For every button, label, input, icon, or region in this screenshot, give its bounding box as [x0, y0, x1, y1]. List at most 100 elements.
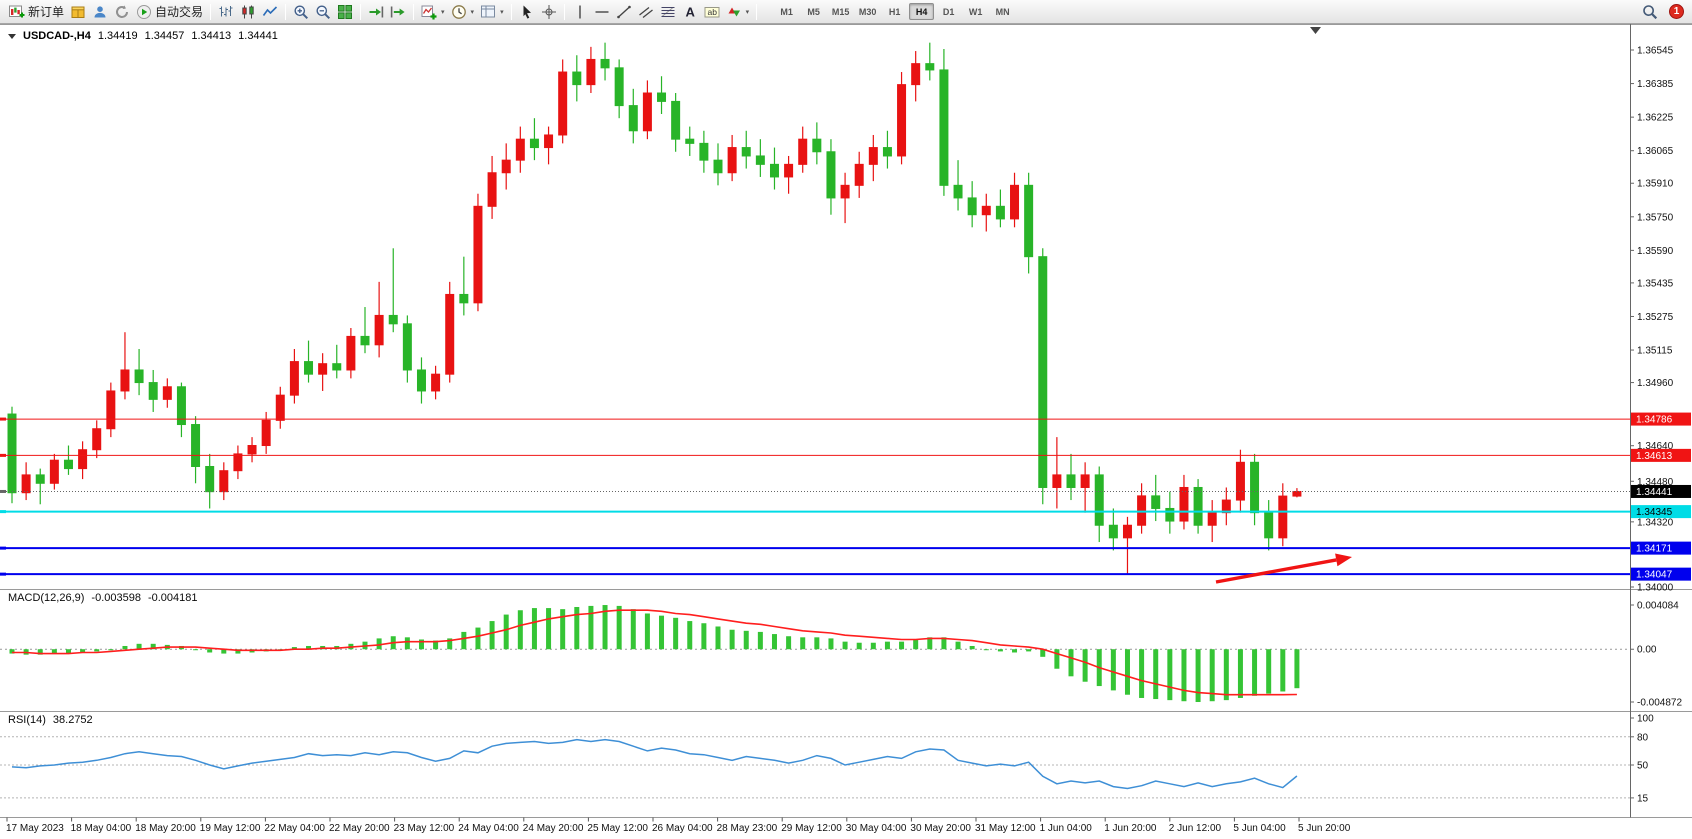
svg-text:50: 50	[1637, 761, 1649, 772]
auto-scroll-icon	[368, 4, 384, 20]
svg-text:0.004084: 0.004084	[1637, 601, 1679, 612]
toolbar-separator	[563, 3, 565, 20]
line-chart-icon	[262, 4, 278, 20]
notification-badge[interactable]: 1	[1669, 4, 1684, 19]
svg-text:1.34345: 1.34345	[1636, 507, 1673, 518]
arrows-icon	[726, 4, 742, 20]
text-label-button[interactable]: ab	[701, 2, 723, 22]
timeframe-M30[interactable]: M30	[858, 7, 877, 17]
svg-text:1.36545: 1.36545	[1637, 46, 1674, 57]
arrows-button[interactable]: ▾	[723, 2, 753, 22]
profile-button[interactable]	[89, 2, 111, 22]
macd-main-value: -0.003598	[91, 592, 141, 604]
toolbar-separator	[285, 3, 287, 20]
cursor-icon	[519, 4, 535, 20]
svg-text:18 May 20:00: 18 May 20:00	[135, 823, 196, 834]
svg-text:1.34441: 1.34441	[1636, 487, 1673, 498]
price-level-lines[interactable]	[0, 417, 1630, 576]
rsi-name: RSI(14)	[8, 714, 46, 726]
vertical-line-button[interactable]	[569, 2, 591, 22]
svg-text:28 May 23:00: 28 May 23:00	[717, 823, 778, 834]
text-button[interactable]: A	[679, 2, 701, 22]
autotrade-button-label: 自动交易	[155, 5, 204, 19]
svg-text:18 May 04:00: 18 May 04:00	[71, 823, 132, 834]
toolbar-separator	[413, 3, 415, 20]
macd-indicator-label: MACD(12,26,9) -0.003598 -0.004181	[8, 592, 198, 604]
svg-text:1.35115: 1.35115	[1637, 346, 1673, 357]
one-click-trading-toggle-icon[interactable]	[8, 33, 16, 39]
timeframe-D1[interactable]: D1	[942, 7, 955, 17]
svg-text:15: 15	[1637, 793, 1649, 804]
time-axis[interactable]: 17 May 2023 18 May 04:00 18 May 20:00 19 Ma…	[6, 817, 1351, 835]
ohlc-close: 1.34441	[238, 30, 278, 42]
timeframe-H1[interactable]: H1	[888, 7, 901, 17]
periods-button[interactable]: ▾	[448, 2, 478, 22]
macd-indicator	[0, 605, 1630, 703]
indicators-button[interactable]: ▾	[418, 2, 448, 22]
svg-text:1.34047: 1.34047	[1636, 570, 1673, 581]
svg-text:23 May 12:00: 23 May 12:00	[394, 823, 455, 834]
timeframe-H4[interactable]: H4	[909, 3, 935, 20]
crosshair-button[interactable]	[538, 2, 560, 22]
zoom-in-button[interactable]	[290, 2, 312, 22]
candlestick-chart-button[interactable]	[237, 2, 259, 22]
timeframe-M15[interactable]: M15	[831, 7, 850, 17]
tile-windows-button[interactable]	[334, 2, 356, 22]
new-order-button[interactable]: 新订单	[6, 2, 67, 22]
chart-shift-marker[interactable]	[1310, 27, 1321, 34]
trendline-button[interactable]	[613, 2, 635, 22]
svg-text:1.34613: 1.34613	[1636, 451, 1673, 462]
trend-arrow-annotation[interactable]	[1215, 553, 1352, 584]
toolbar-separator	[756, 3, 758, 20]
toolbar-right-tools: 1	[1639, 2, 1686, 22]
macd-signal-value: -0.004181	[147, 592, 198, 604]
timeframe-W1[interactable]: W1	[968, 7, 983, 17]
svg-text:5 Jun 04:00: 5 Jun 04:00	[1233, 823, 1286, 834]
ohlc-low: 1.34413	[191, 30, 232, 42]
svg-text:1.35435: 1.35435	[1637, 278, 1674, 289]
svg-text:17 May 2023: 17 May 2023	[6, 823, 64, 834]
svg-text:1.34786: 1.34786	[1636, 415, 1673, 426]
svg-text:22 May 20:00: 22 May 20:00	[329, 823, 390, 834]
svg-text:1.34480: 1.34480	[1637, 477, 1674, 488]
refresh-icon	[114, 4, 130, 20]
auto-scroll-button[interactable]	[365, 2, 387, 22]
rsi-indicator	[0, 736, 1630, 799]
timeframe-M1[interactable]: M1	[780, 7, 793, 17]
chart-shift-button[interactable]	[387, 2, 409, 22]
channel-icon	[638, 4, 654, 20]
price-axis[interactable]: 1.36545 1.36385 1.36225 1.36065 1.35910 1.357…	[1630, 46, 1691, 805]
svg-text:1.36385: 1.36385	[1637, 79, 1674, 90]
chart-symbol-period: USDCAD-,H4	[23, 30, 91, 42]
rsi-indicator-label: RSI(14) 38.2752	[8, 714, 93, 726]
ohlc-high: 1.34457	[144, 30, 185, 42]
autotrade-button[interactable]: 自动交易	[133, 2, 206, 22]
package-button[interactable]	[67, 2, 89, 22]
channel-button[interactable]	[635, 2, 657, 22]
svg-text:ab: ab	[707, 7, 717, 17]
templates-button[interactable]: ▾	[477, 2, 507, 22]
timeframe-MN[interactable]: MN	[995, 7, 1010, 17]
indicators-icon	[421, 4, 437, 20]
cursor-button[interactable]	[516, 2, 538, 22]
svg-text:1.34000: 1.34000	[1637, 582, 1674, 593]
svg-text:0.00: 0.00	[1637, 645, 1657, 656]
chevron-down-icon: ▾	[745, 8, 750, 16]
candlestick-chart-icon	[240, 4, 256, 20]
line-chart-button[interactable]	[259, 2, 281, 22]
svg-text:100: 100	[1637, 714, 1654, 725]
svg-text:5 Jun 20:00: 5 Jun 20:00	[1298, 823, 1351, 834]
fibonacci-button[interactable]	[657, 2, 679, 22]
svg-text:1.36065: 1.36065	[1637, 146, 1674, 157]
timeframe-M5[interactable]: M5	[807, 7, 820, 17]
svg-text:31 May 12:00: 31 May 12:00	[975, 823, 1036, 834]
search-button[interactable]	[1639, 2, 1661, 22]
zoom-out-button[interactable]	[312, 2, 334, 22]
refresh-button[interactable]	[111, 2, 133, 22]
toolbar-separator	[360, 3, 362, 20]
autotrade-icon	[136, 4, 152, 20]
horizontal-line-button[interactable]	[591, 2, 613, 22]
bar-chart-button[interactable]	[215, 2, 237, 22]
